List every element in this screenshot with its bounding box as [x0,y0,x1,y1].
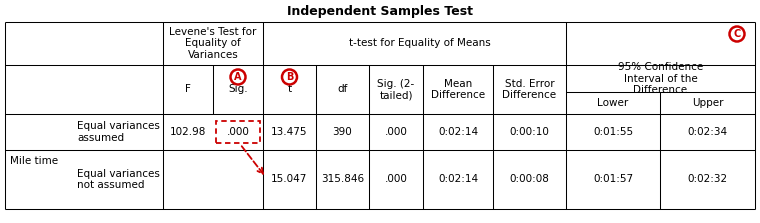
Text: Equal variances
assumed: Equal variances assumed [77,121,160,143]
Circle shape [730,27,745,41]
Text: 15.047: 15.047 [271,175,308,184]
Text: 0:00:10: 0:00:10 [509,127,549,137]
Text: 390: 390 [333,127,353,137]
Text: 0:02:14: 0:02:14 [438,127,478,137]
Text: F: F [185,85,191,95]
Bar [5,22,755,209]
Text: Levene's Test for
Equality of
Variances: Levene's Test for Equality of Variances [169,27,257,60]
Text: 315.846: 315.846 [321,175,364,184]
Text: Independent Samples Test: Independent Samples Test [287,6,473,19]
Text: A: A [234,72,242,82]
Text: 13.475: 13.475 [271,127,308,137]
Circle shape [282,70,297,85]
Text: 95% Confidence
Interval of the
Difference: 95% Confidence Interval of the Differenc… [618,62,703,95]
Text: df: df [337,85,347,95]
Text: Std. Error
Difference: Std. Error Difference [502,79,556,100]
Text: C: C [733,29,741,39]
Text: 0:02:14: 0:02:14 [438,175,478,184]
Text: 0:02:32: 0:02:32 [688,175,727,184]
Text: .000: .000 [226,127,249,137]
Text: Mean
Difference: Mean Difference [431,79,485,100]
Circle shape [230,70,245,85]
Text: B: B [286,72,293,82]
Text: .000: .000 [385,175,407,184]
Text: 0:02:34: 0:02:34 [688,127,727,137]
Text: Mile time: Mile time [10,157,58,167]
Text: 0:01:55: 0:01:55 [593,127,633,137]
Bar [216,121,260,143]
Text: Upper: Upper [692,98,724,108]
Text: t-test for Equality of Means: t-test for Equality of Means [349,39,490,48]
Text: Sig. (2-
tailed): Sig. (2- tailed) [378,79,415,100]
Text: 0:00:08: 0:00:08 [509,175,549,184]
Text: Lower: Lower [597,98,629,108]
Text: 102.98: 102.98 [169,127,206,137]
Text: .000: .000 [385,127,407,137]
Text: t: t [287,85,292,95]
Text: 0:01:57: 0:01:57 [593,175,633,184]
Text: Sig.: Sig. [228,85,248,95]
Text: Equal variances
not assumed: Equal variances not assumed [77,169,160,190]
